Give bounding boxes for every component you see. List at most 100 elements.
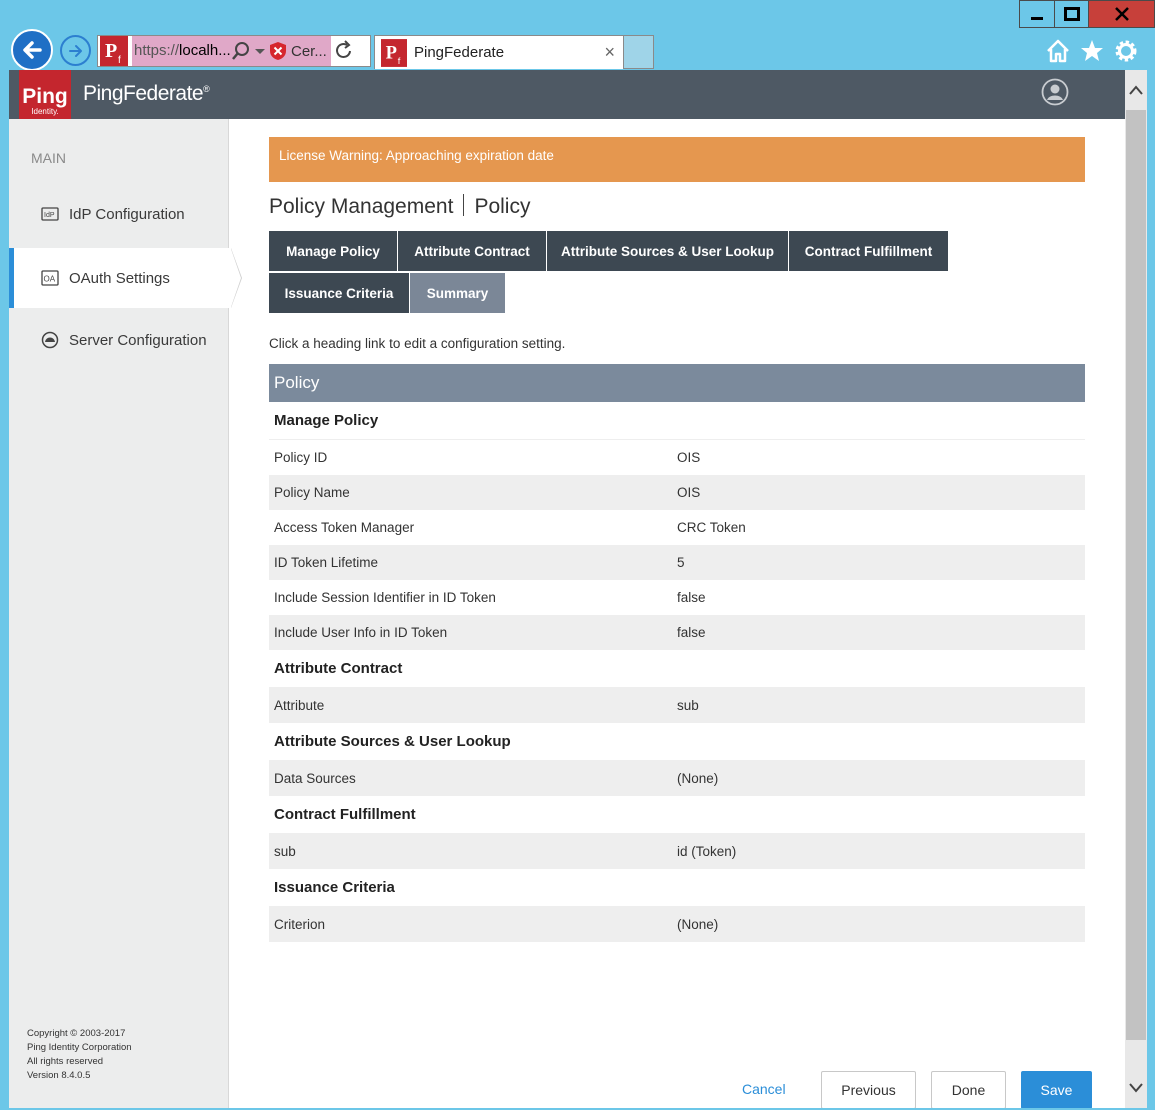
minimize-button[interactable] [1019,0,1055,28]
previous-button[interactable]: Previous [821,1071,916,1108]
group-title-attribute-sources[interactable]: Attribute Sources & User Lookup [269,723,1085,761]
forward-button[interactable] [60,35,91,66]
gear-icon[interactable] [1113,38,1139,64]
sidebar-item-label: Server Configuration [69,331,207,349]
table-row: Policy ID OIS [269,440,1085,475]
sidebar-item-idp-configuration[interactable]: IdP IdP Configuration [9,184,229,244]
tab-attribute-sources-user-lookup[interactable]: Attribute Sources & User Lookup [547,231,789,271]
certificate-error-icon[interactable] [268,41,288,61]
user-profile-icon[interactable] [1041,78,1069,106]
table-row: Criterion (None) [269,907,1085,942]
row-value: sub [677,698,699,713]
row-key: Access Token Manager [274,520,415,535]
chevron-down-icon[interactable] [252,40,268,62]
refresh-icon[interactable] [333,40,355,62]
table-row: Include User Info in ID Token false [269,615,1085,650]
oauth-icon: OA [41,270,59,286]
table-row: Policy Name OIS [269,475,1085,510]
sidebar: MAIN IdP IdP Configuration OA OAuth Sett… [9,119,242,1108]
certificate-error-label[interactable]: Cer... [291,42,327,60]
table-row: sub id (Token) [269,834,1085,869]
window-border [1147,70,1155,1110]
group-title-contract-fulfillment[interactable]: Contract Fulfillment [269,796,1085,834]
vertical-scrollbar[interactable] [1125,70,1147,1108]
minimize-icon [1031,17,1043,20]
tab-issuance-criteria[interactable]: Issuance Criteria [269,273,410,313]
pingfederate-app: Ping Identity. PingFederate® MAIN IdP Id… [9,70,1125,1108]
browser-tab[interactable]: P f PingFederate × [374,35,624,69]
instructions-text: Click a heading link to edit a configura… [269,336,566,351]
window-controls [1019,0,1155,28]
row-key: Attribute [274,698,325,713]
tab-manage-policy[interactable]: Manage Policy [269,231,398,271]
new-tab-button[interactable] [624,35,654,69]
copyright: Copyright © 2003-2017 Ping Identity Corp… [27,1028,132,1081]
sidebar-item-oauth-settings[interactable]: OA OAuth Settings [9,248,242,308]
row-value: OIS [677,485,701,500]
sidebar-item-server-configuration[interactable]: Server Configuration [9,310,229,370]
favorites-star-icon[interactable] [1079,38,1105,64]
tab-title: PingFederate [414,44,505,61]
idp-icon: IdP [41,207,59,221]
tab-close-icon[interactable]: × [604,42,615,62]
svg-text:P: P [386,42,397,63]
row-key: Include Session Identifier in ID Token [274,590,496,605]
home-icon[interactable] [1045,38,1071,64]
table-row: Include Session Identifier in ID Token fa… [269,580,1085,615]
maximize-icon [1063,7,1080,21]
row-value: (None) [677,917,719,932]
chevron-down-icon [1129,1083,1143,1093]
summary-table: Policy Manage Policy Policy ID OIS Policy… [269,364,1085,942]
row-value: (None) [677,771,719,786]
app-header: Ping Identity. PingFederate® [9,70,1125,122]
search-icon[interactable] [230,40,252,62]
scroll-up-button[interactable] [1125,70,1147,110]
svg-text:OA: OA [44,275,56,284]
row-key: sub [274,844,296,859]
row-value: 5 [677,555,685,570]
breadcrumb-policy: Policy [474,195,531,218]
row-value: CRC Token [677,520,746,535]
back-button[interactable] [11,29,53,71]
license-warning-banner: License Warning: Approaching expiration … [269,137,1085,182]
tab-attribute-contract[interactable]: Attribute Contract [398,231,547,271]
cancel-link[interactable]: Cancel [742,1081,786,1097]
section-header-policy: Policy [269,364,1085,402]
group-title-attribute-contract[interactable]: Attribute Contract [269,650,1085,688]
group-title-issuance-criteria[interactable]: Issuance Criteria [269,869,1085,907]
svg-text:f: f [398,56,401,66]
row-key: Data Sources [274,771,356,786]
row-value: false [677,590,706,605]
row-value: OIS [677,450,701,465]
svg-text:IdP: IdP [44,212,55,219]
tab-contract-fulfillment[interactable]: Contract Fulfillment [789,231,948,271]
arrow-right-icon [68,44,82,57]
breadcrumb-policy-management: Policy Management [269,195,454,218]
pingfederate-favicon: P f [381,38,407,67]
ping-identity-logo: Ping Identity. [19,70,71,122]
row-value: false [677,625,706,640]
page-title: Policy Management Policy [269,194,530,219]
scroll-thumb[interactable] [1126,110,1146,1040]
row-key: Include User Info in ID Token [274,625,448,640]
close-icon [1114,7,1129,21]
done-button[interactable]: Done [931,1071,1006,1108]
maximize-button[interactable] [1055,0,1089,28]
save-button[interactable]: Save [1021,1071,1092,1108]
sidebar-item-label: IdP Configuration [69,205,185,223]
group-title-manage-policy[interactable]: Manage Policy [269,402,1085,440]
url-text[interactable]: https://localh... [132,36,230,66]
row-key: ID Token Lifetime [274,555,379,570]
product-name: PingFederate® [83,82,210,105]
scroll-down-button[interactable] [1125,1068,1147,1108]
close-window-button[interactable] [1089,0,1155,28]
sidebar-heading: MAIN [31,150,66,166]
svg-text:f: f [118,55,121,66]
arrow-left-icon [23,41,42,59]
table-row: Access Token Manager CRC Token [269,510,1085,545]
table-row: ID Token Lifetime 5 [269,545,1085,580]
row-key: Policy Name [274,485,350,500]
table-row: Attribute sub [269,688,1085,723]
tab-summary[interactable]: Summary [410,273,505,313]
address-bar[interactable]: P f https://localh... Cer... [97,35,371,67]
